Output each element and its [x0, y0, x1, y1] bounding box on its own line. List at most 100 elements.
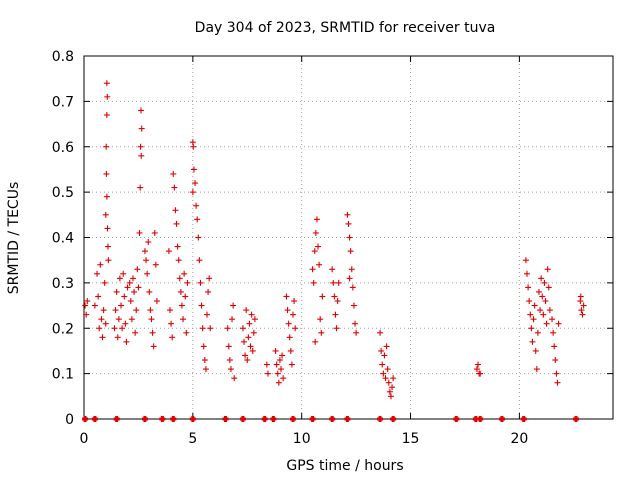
data-point: [330, 279, 337, 286]
data-point: [147, 307, 154, 314]
data-point: [473, 366, 480, 373]
data-point: [385, 379, 392, 386]
data-point: [189, 189, 196, 196]
data-point: [532, 347, 539, 354]
data-point: [200, 343, 207, 350]
data-point: [382, 375, 389, 382]
data-point: [545, 284, 552, 291]
data-point: [101, 279, 108, 286]
data-point: [551, 343, 558, 350]
data-point: [245, 334, 252, 341]
data-point: [176, 275, 183, 282]
baseline-marker: [189, 416, 196, 422]
data-point: [528, 325, 535, 332]
data-point: [524, 270, 531, 277]
data-point: [229, 316, 236, 323]
baseline-markers: [82, 416, 579, 422]
data-point: [111, 325, 118, 332]
data-point: [538, 275, 545, 282]
data-point: [184, 279, 191, 286]
data-point: [384, 366, 391, 373]
data-point: [165, 248, 172, 255]
data-point: [205, 288, 212, 295]
data-point: [318, 329, 325, 336]
data-point: [171, 184, 178, 191]
data-point: [168, 320, 175, 327]
data-point: [102, 320, 109, 327]
data-point: [141, 248, 148, 255]
data-point: [97, 261, 104, 268]
data-point: [332, 311, 339, 318]
y-tick-label: 0.7: [52, 94, 74, 110]
data-point: [249, 347, 256, 354]
data-point: [251, 316, 258, 323]
data-point: [541, 279, 548, 286]
data-point: [131, 288, 138, 295]
data-point: [248, 311, 255, 318]
data-point: [379, 361, 386, 368]
baseline-marker: [498, 416, 505, 422]
data-point: [174, 243, 181, 250]
data-point: [194, 216, 201, 223]
data-point: [149, 329, 156, 336]
data-point: [273, 361, 280, 368]
data-point: [91, 302, 98, 309]
baseline-marker: [309, 416, 316, 422]
baseline-marker: [520, 416, 527, 422]
data-point: [311, 248, 318, 255]
baseline-marker: [261, 416, 268, 422]
data-point: [151, 229, 158, 236]
data-point: [148, 316, 155, 323]
data-point: [195, 234, 202, 241]
data-point: [539, 293, 546, 300]
x-axis-label: GPS time / hours: [286, 458, 403, 474]
data-point: [329, 266, 336, 273]
data-point: [335, 279, 342, 286]
data-point: [279, 352, 286, 359]
data-point: [289, 311, 296, 318]
data-point: [103, 170, 110, 177]
data-point: [284, 307, 291, 314]
y-tick-label: 0.5: [52, 185, 74, 201]
data-point: [381, 352, 388, 359]
data-point: [380, 370, 387, 377]
data-point: [543, 320, 550, 327]
data-point: [347, 248, 354, 255]
data-point: [529, 338, 536, 345]
data-point: [386, 388, 393, 395]
baseline-marker: [453, 416, 460, 422]
data-point: [172, 207, 179, 214]
data-point: [134, 266, 141, 273]
y-tick-label: 0.1: [52, 367, 74, 383]
data-point: [310, 279, 317, 286]
data-point: [286, 334, 293, 341]
data-point: [263, 361, 270, 368]
data-point: [199, 325, 206, 332]
data-point: [153, 298, 160, 305]
data-point: [105, 257, 112, 264]
data-point: [127, 298, 134, 305]
data-point: [170, 170, 177, 177]
baseline-marker: [390, 416, 397, 422]
data-point: [276, 357, 283, 364]
data-point: [103, 143, 110, 150]
data-point: [183, 329, 190, 336]
data-point: [283, 293, 290, 300]
data-point: [377, 329, 384, 336]
data-point: [123, 338, 130, 345]
data-point: [227, 366, 234, 373]
data-point: [190, 143, 197, 150]
data-point: [244, 357, 251, 364]
data-point: [348, 266, 355, 273]
x-tick-label: 0: [80, 431, 89, 447]
data-point: [285, 320, 292, 327]
data-point: [475, 361, 482, 368]
data-point: [103, 193, 110, 200]
data-point: [202, 366, 209, 373]
data-point: [150, 343, 157, 350]
data-point: [145, 239, 152, 246]
data-point: [94, 270, 101, 277]
baseline-marker: [289, 416, 296, 422]
data-point: [175, 257, 182, 264]
data-point: [353, 329, 360, 336]
